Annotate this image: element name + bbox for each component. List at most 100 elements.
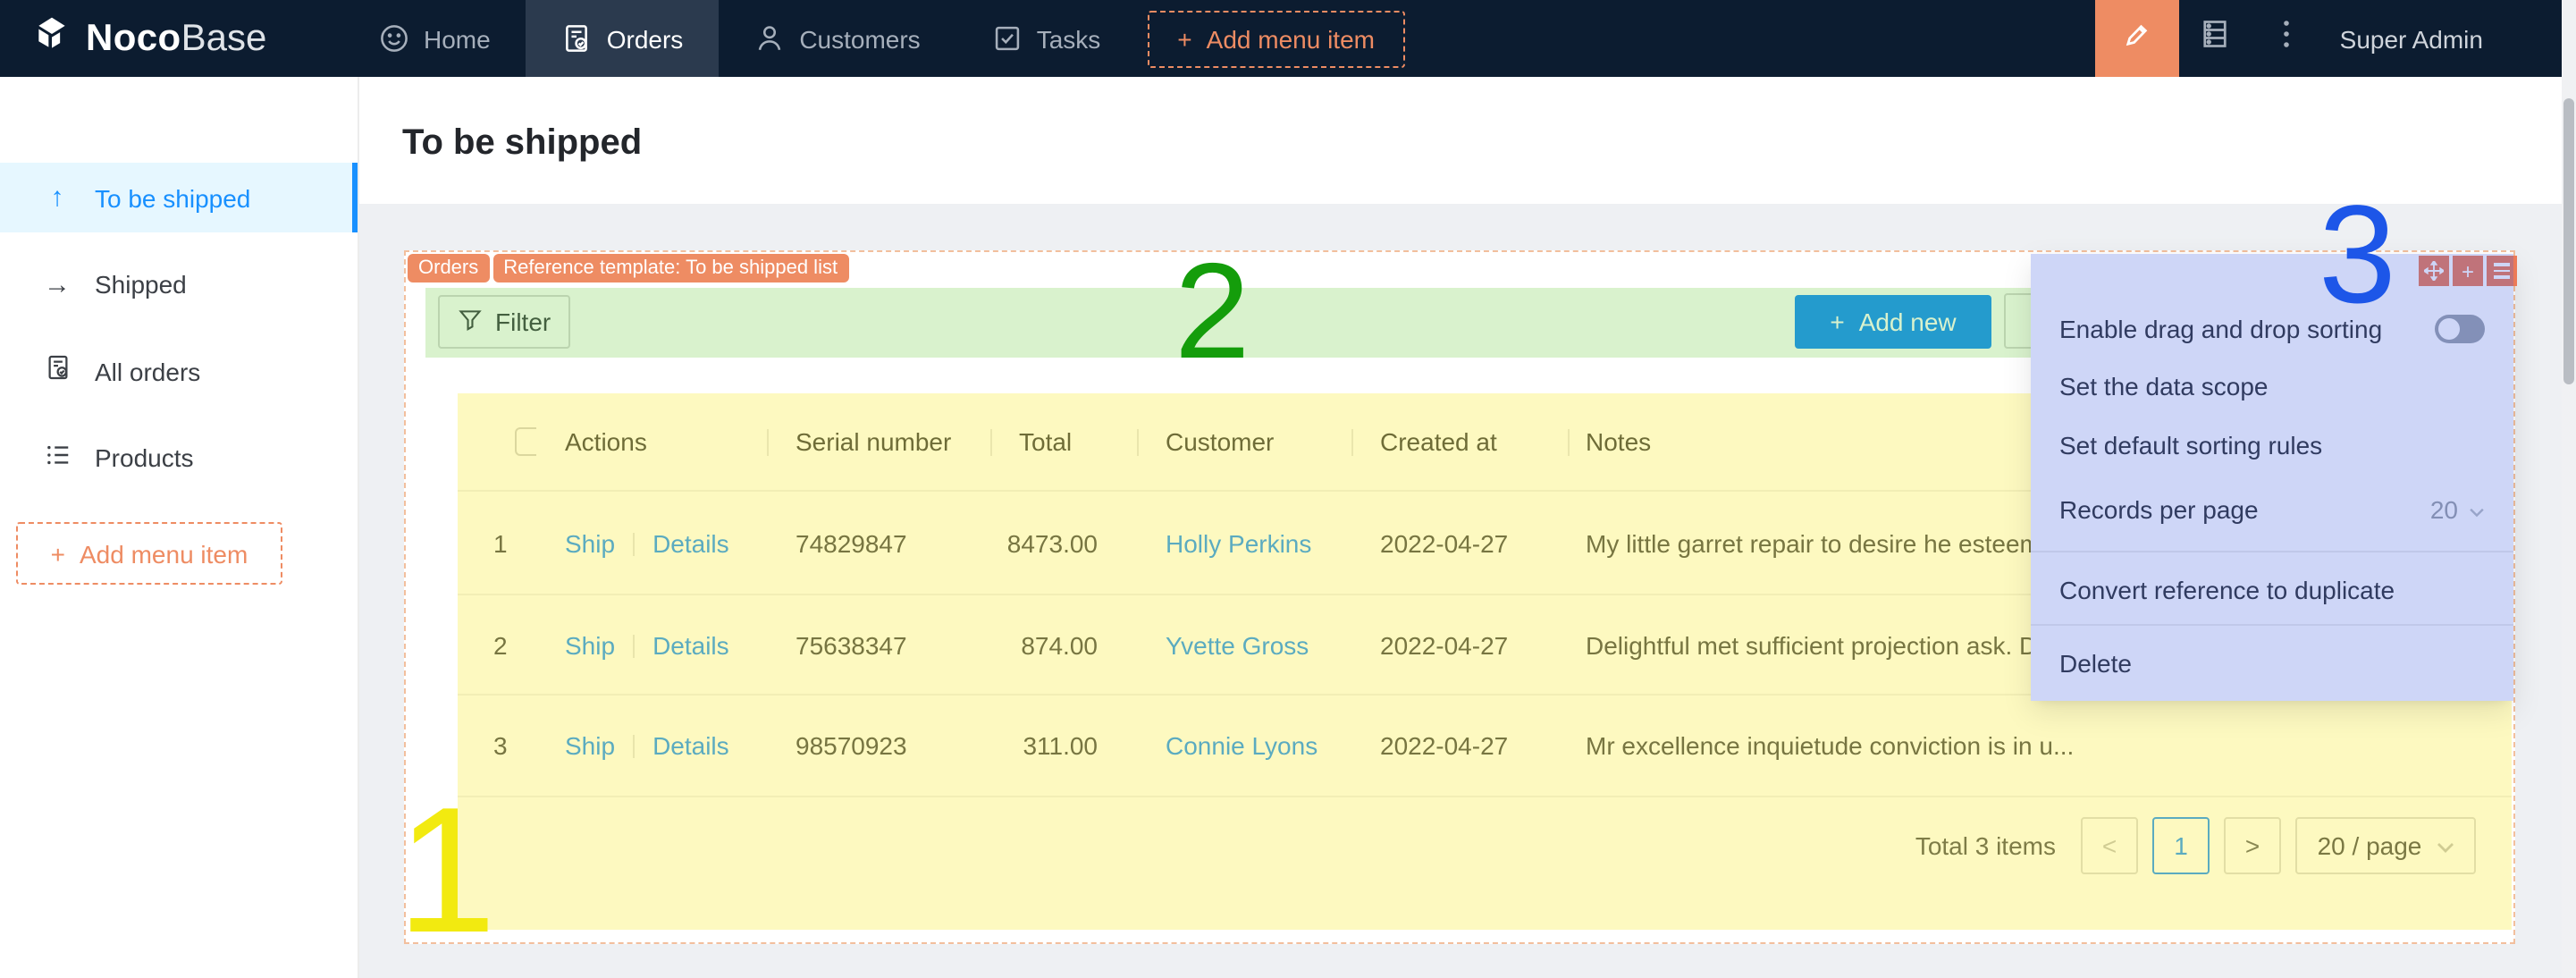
pagination: Total 3 items < 1 > 20 / page <box>458 817 2476 874</box>
tab-orders[interactable]: Orders <box>526 0 720 77</box>
records-per-page-value: 20 <box>2429 495 2458 524</box>
tab-label: Home <box>424 24 491 53</box>
tab-tasks[interactable]: Tasks <box>956 0 1137 77</box>
column-separator <box>1137 429 1139 456</box>
sidebar-add-menu-item-button[interactable]: + Add menu item <box>16 522 282 585</box>
drag-move-icon[interactable] <box>2419 256 2449 286</box>
ship-link[interactable]: Ship <box>565 630 616 659</box>
page-title: To be shipped <box>402 123 643 163</box>
notes-cell: Delightful met sufficient projection ask… <box>1586 630 2051 659</box>
action-divider <box>633 532 636 555</box>
menu-item-records-per-page[interactable]: Records per page 20 <box>2031 477 2513 542</box>
block-menu-icon[interactable] <box>2487 256 2517 286</box>
menu-item-delete[interactable]: Delete <box>2031 631 2513 696</box>
serial-number-cell: 75638347 <box>796 630 907 659</box>
column-separator <box>1568 429 1570 456</box>
row-actions: Ship Details <box>536 731 767 760</box>
details-link[interactable]: Details <box>652 528 729 557</box>
action-divider <box>633 634 636 657</box>
add-new-button[interactable]: + Add new <box>1795 295 1991 349</box>
total-items-label: Total 3 items <box>1915 831 2056 860</box>
customer-cell: Connie Lyons <box>1137 731 1351 760</box>
current-user-menu[interactable]: Super Admin <box>2339 24 2483 53</box>
top-navbar: NocoBase Home Orders Customers Tasks <box>0 0 2576 77</box>
customer-link[interactable]: Yvette Gross <box>1166 630 1309 659</box>
previous-page-button[interactable]: < <box>2081 817 2138 874</box>
more-actions-button[interactable] <box>2251 0 2322 77</box>
tab-home[interactable]: Home <box>343 0 526 77</box>
collection-badge: Orders <box>408 254 490 282</box>
header-total: Total <box>1019 427 1073 456</box>
sidebar-item-label: To be shipped <box>95 183 251 212</box>
row-index: 1 <box>493 528 508 557</box>
add-block-icon[interactable]: + <box>2453 256 2483 286</box>
drag-sorting-toggle[interactable] <box>2435 315 2485 343</box>
filter-button[interactable]: Filter <box>438 295 571 349</box>
ship-link[interactable]: Ship <box>565 528 616 557</box>
sidebar-item-shipped[interactable]: → Shipped <box>0 249 358 319</box>
topnav-right-cluster: Super Admin <box>2094 0 2576 77</box>
smiley-icon <box>379 23 409 54</box>
action-divider <box>633 735 636 758</box>
details-link[interactable]: Details <box>652 731 729 760</box>
reference-template-badge: Reference template: To be shipped list <box>492 254 849 282</box>
add-menu-item-label: Add menu item <box>1206 24 1375 53</box>
pen-icon <box>2122 19 2152 58</box>
select-all-checkbox[interactable] <box>515 427 536 456</box>
brand-name-bold: Noco <box>86 17 181 58</box>
list-icon <box>43 441 72 475</box>
ship-link[interactable]: Ship <box>565 731 616 760</box>
plus-icon: + <box>50 539 65 568</box>
chevron-right-icon: > <box>2244 831 2260 860</box>
logo-cube-icon <box>32 14 72 63</box>
row-actions: Ship Details <box>536 528 767 557</box>
topnav-add-menu-item-button[interactable]: + Add menu item <box>1147 10 1405 67</box>
page-1-button[interactable]: 1 <box>2152 817 2210 874</box>
created-at-cell: 2022-04-27 <box>1380 528 1509 557</box>
document-check-icon <box>43 354 72 388</box>
table-row: 2 Ship Details 75638347 874.00 Yvette Gro… <box>458 594 2512 694</box>
total-cell: 311.00 <box>1023 731 1098 760</box>
next-page-button[interactable]: > <box>2224 817 2281 874</box>
header-notes: Notes <box>1586 427 1652 456</box>
plus-icon: + <box>1177 24 1192 53</box>
customer-cell: Yvette Gross <box>1137 630 1351 659</box>
menu-item-drag-sorting[interactable]: Enable drag and drop sorting <box>2031 297 2513 361</box>
sidebar: ↑ To be shipped → Shipped All orders Pro… <box>0 77 359 978</box>
row-actions: Ship Details <box>536 630 767 659</box>
select-all-cell <box>458 427 536 456</box>
page-size-select[interactable]: 20 / page <box>2295 817 2476 874</box>
plugin-manager-button[interactable] <box>2179 0 2251 77</box>
created-at-cell: 2022-04-27 <box>1380 630 1509 659</box>
customer-link[interactable]: Holly Perkins <box>1166 528 1312 557</box>
add-new-label: Add new <box>1858 308 1957 336</box>
sidebar-item-to-be-shipped[interactable]: ↑ To be shipped <box>0 163 358 232</box>
notes-cell: Mr excellence inquietude conviction is i… <box>1586 731 2075 760</box>
table-row: 1 Ship Details 74829847 8473.00 Holly Per… <box>458 490 2512 594</box>
filter-label: Filter <box>495 308 551 336</box>
chevron-down-icon <box>2469 495 2485 524</box>
sidebar-item-all-orders[interactable]: All orders <box>0 336 358 406</box>
row-index: 2 <box>493 630 508 659</box>
serial-number-cell: 98570923 <box>796 731 907 760</box>
table-row: 3 Ship Details 98570923 311.00 Connie Lyo… <box>458 694 2512 797</box>
sidebar-item-products[interactable]: Products <box>0 423 358 493</box>
vertical-scrollbar[interactable] <box>2562 0 2576 978</box>
customer-link[interactable]: Connie Lyons <box>1166 731 1318 760</box>
scrollbar-thumb[interactable] <box>2563 98 2574 384</box>
menu-item-convert-reference[interactable]: Convert reference to duplicate <box>2031 558 2513 622</box>
server-rack-icon <box>2199 18 2231 59</box>
ui-editor-button[interactable] <box>2094 0 2179 77</box>
tab-customers[interactable]: Customers <box>719 0 955 77</box>
menu-item-data-scope[interactable]: Set the data scope <box>2031 354 2513 418</box>
block-badges: Orders Reference template: To be shipped… <box>408 254 849 282</box>
nocobase-logo[interactable]: NocoBase <box>0 14 343 63</box>
notes-cell: My little garret repair to desire he est… <box>1586 528 2048 557</box>
menu-divider <box>2031 624 2513 626</box>
funnel-icon <box>458 307 483 337</box>
details-link[interactable]: Details <box>652 630 729 659</box>
menu-item-sorting-rules[interactable]: Set default sorting rules <box>2031 412 2513 476</box>
brand-name-light: Base <box>181 17 267 58</box>
tab-label: Orders <box>606 24 684 53</box>
